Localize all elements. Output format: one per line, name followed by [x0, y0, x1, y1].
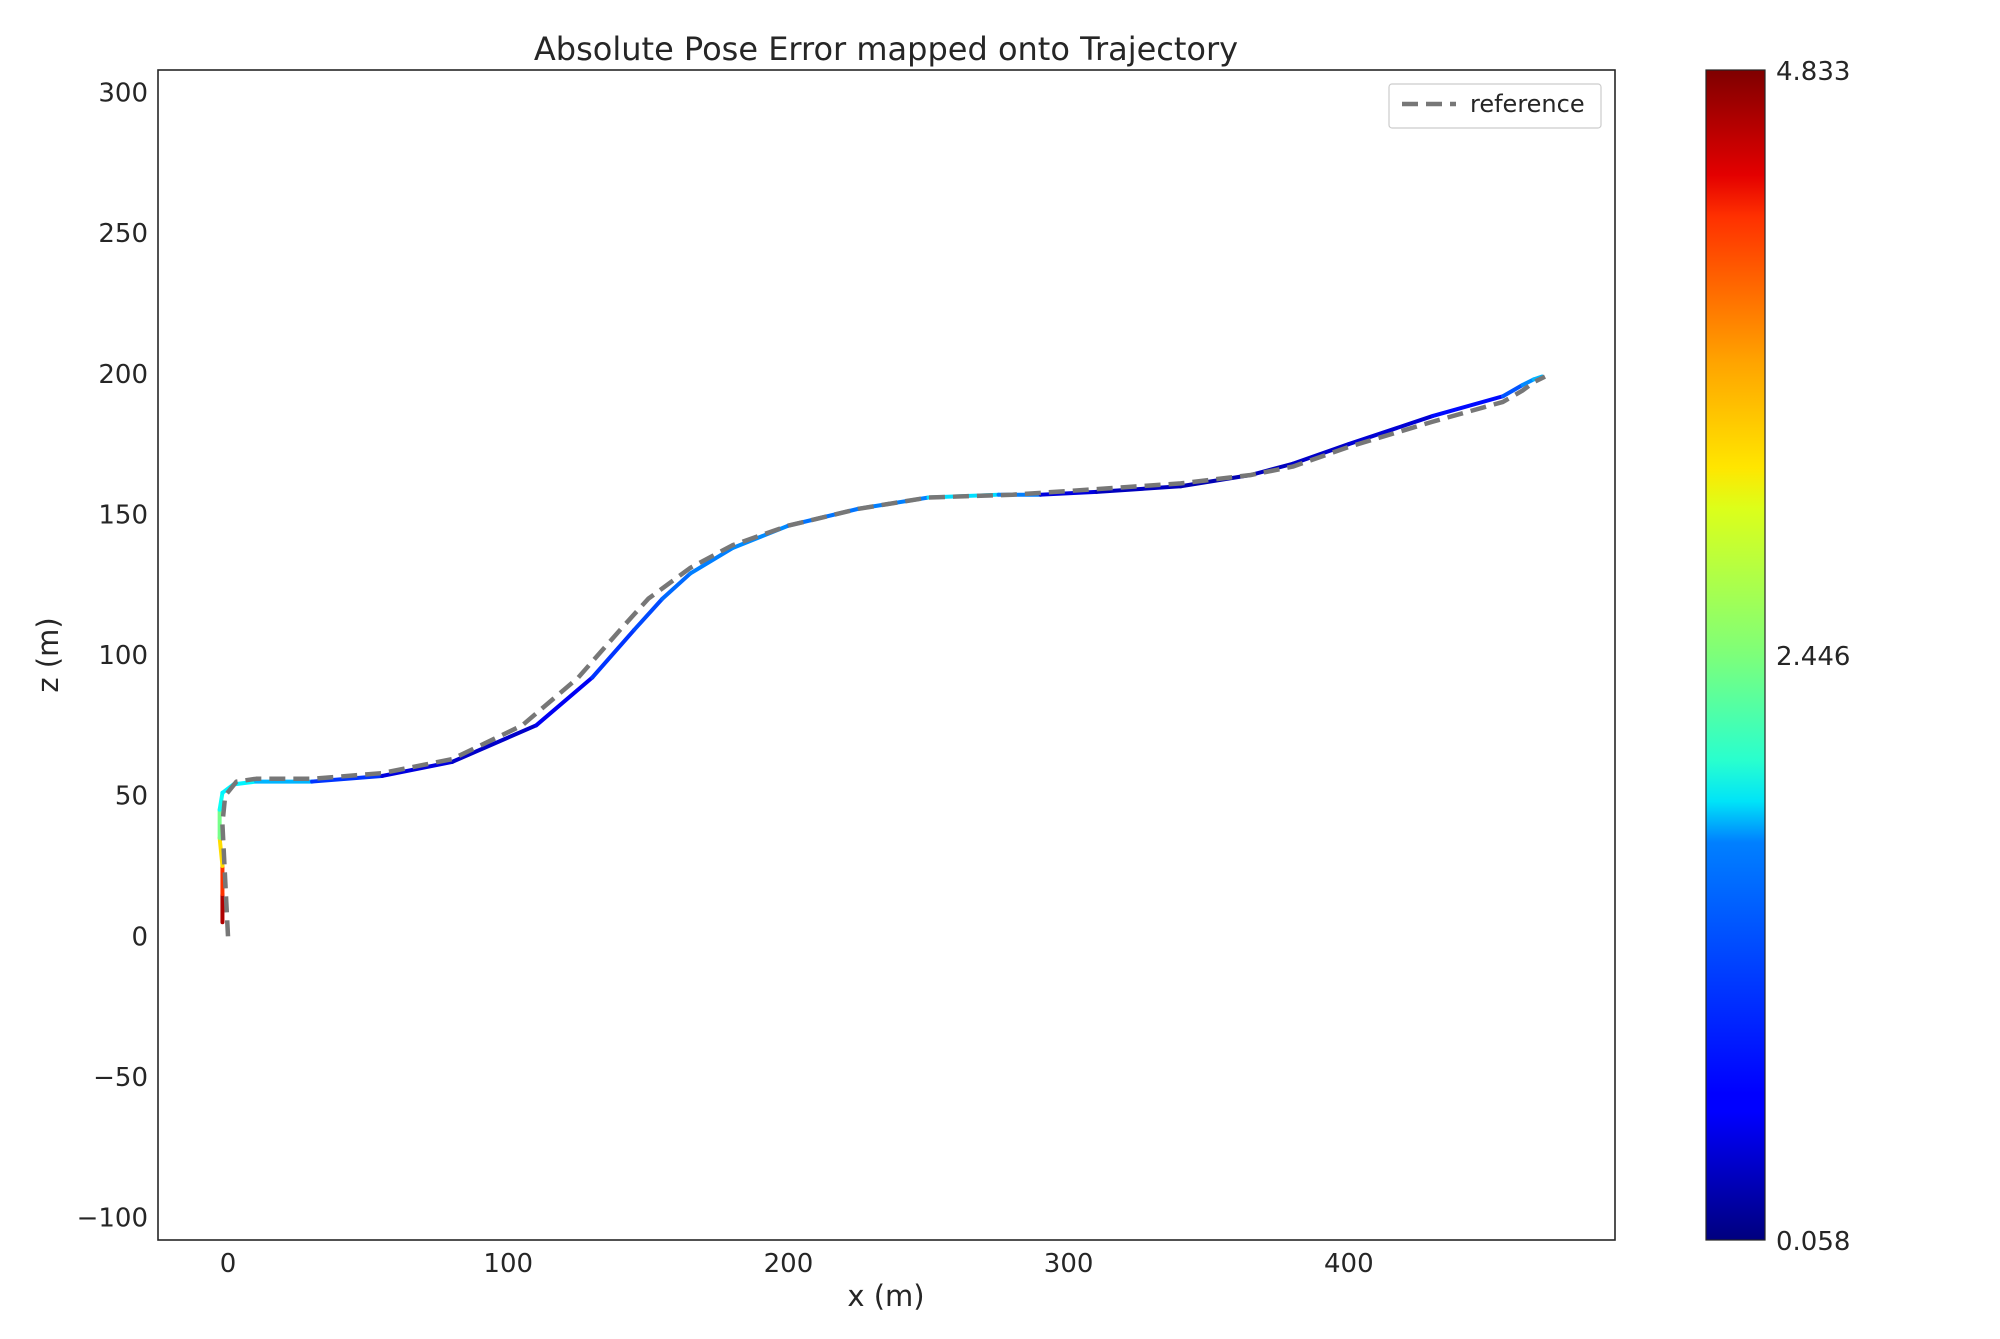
y-tick-label: −100	[77, 1204, 148, 1234]
x-tick-label: 300	[1044, 1249, 1094, 1279]
error-trajectory-segment	[1346, 413, 1435, 447]
colorbar: 4.833 2.446 0.058	[1705, 57, 1850, 1257]
error-trajectory-segment	[217, 790, 225, 812]
error-trajectory-segment	[632, 596, 665, 632]
y-tick-label: −50	[93, 1063, 148, 1093]
error-trajectory-segment	[590, 627, 637, 680]
y-tick-labels: −100 −50 0 50 100 150 200 250 300	[77, 79, 148, 1234]
y-tick-label: 50	[115, 782, 148, 812]
x-tick-label: 400	[1324, 1249, 1374, 1279]
error-trajectory-segment	[660, 571, 693, 601]
error-trajectory-segment	[534, 675, 595, 728]
reference-trajectory-line	[220, 374, 1546, 937]
y-axis-label: z (m)	[31, 617, 65, 692]
chart-title: Absolute Pose Error mapped onto Trajecto…	[534, 30, 1238, 68]
x-tick-label: 100	[483, 1249, 533, 1279]
colorbar-gradient	[1705, 69, 1766, 1241]
error-trajectory-segment	[1430, 394, 1505, 418]
colorbar-max-label: 4.833	[1776, 57, 1850, 87]
y-tick-label: 150	[98, 500, 148, 530]
legend-box	[1388, 83, 1602, 129]
x-axis-label: x (m)	[847, 1279, 924, 1313]
x-tick-label: 0	[220, 1249, 237, 1279]
error-trajectory-segment	[1500, 383, 1525, 399]
plot-layer	[217, 374, 1546, 937]
error-trajectory-segment	[688, 546, 735, 576]
error-trajectory-segment	[1520, 377, 1536, 387]
colorbar-min-label: 0.058	[1776, 1227, 1850, 1257]
y-tick-label: 100	[98, 641, 148, 671]
error-trajectory-segment	[380, 759, 455, 778]
x-tick-label: 200	[764, 1249, 814, 1279]
y-tick-label: 0	[131, 922, 148, 952]
error-trajectory-segment	[1178, 473, 1253, 489]
y-tick-label: 250	[98, 219, 148, 249]
error-trajectory-segment	[1094, 484, 1183, 494]
error-trajectory-segment	[310, 773, 385, 784]
colorbar-mid-label: 2.446	[1776, 642, 1850, 672]
y-tick-label: 300	[98, 79, 148, 109]
error-trajectory-segment	[217, 835, 225, 868]
legend-reference-label: reference	[1470, 90, 1585, 118]
x-tick-labels: 0 100 200 300 400	[220, 1249, 1374, 1279]
error-trajectory-segment	[450, 723, 539, 764]
plot-area-frame	[157, 69, 1616, 1241]
legend: reference	[1388, 83, 1602, 129]
y-tick-label: 200	[98, 360, 148, 390]
error-trajectory-segment	[1290, 442, 1351, 466]
